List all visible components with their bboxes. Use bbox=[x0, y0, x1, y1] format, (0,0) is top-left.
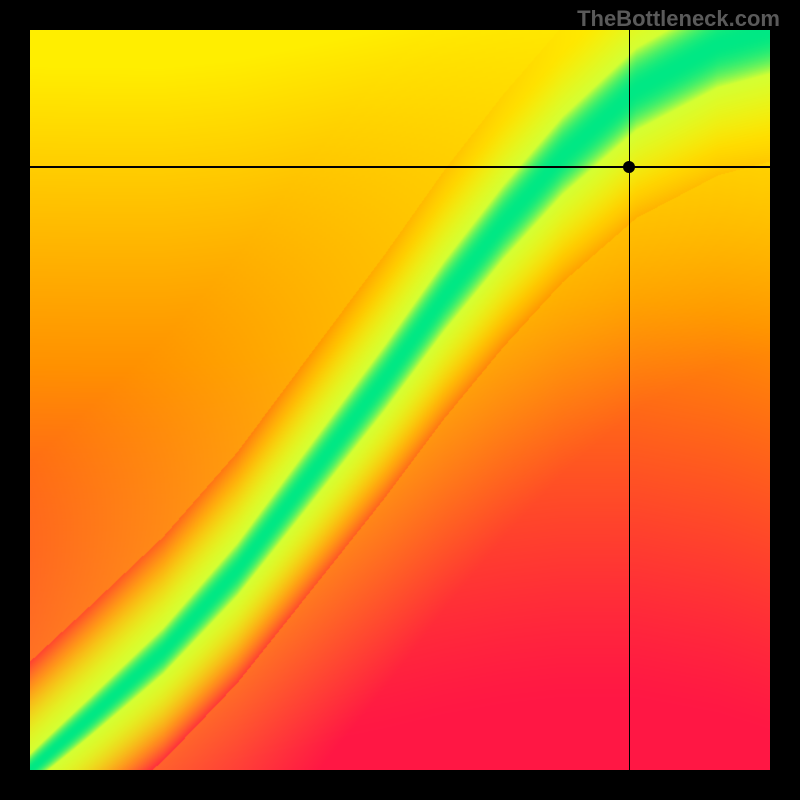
chart-container: { "meta": { "watermark_text": "TheBottle… bbox=[0, 0, 800, 800]
bottleneck-heatmap bbox=[30, 30, 770, 770]
marker-dot bbox=[623, 161, 635, 173]
watermark-text: TheBottleneck.com bbox=[577, 6, 780, 32]
crosshair-vertical bbox=[629, 30, 631, 770]
crosshair-horizontal bbox=[30, 166, 770, 168]
